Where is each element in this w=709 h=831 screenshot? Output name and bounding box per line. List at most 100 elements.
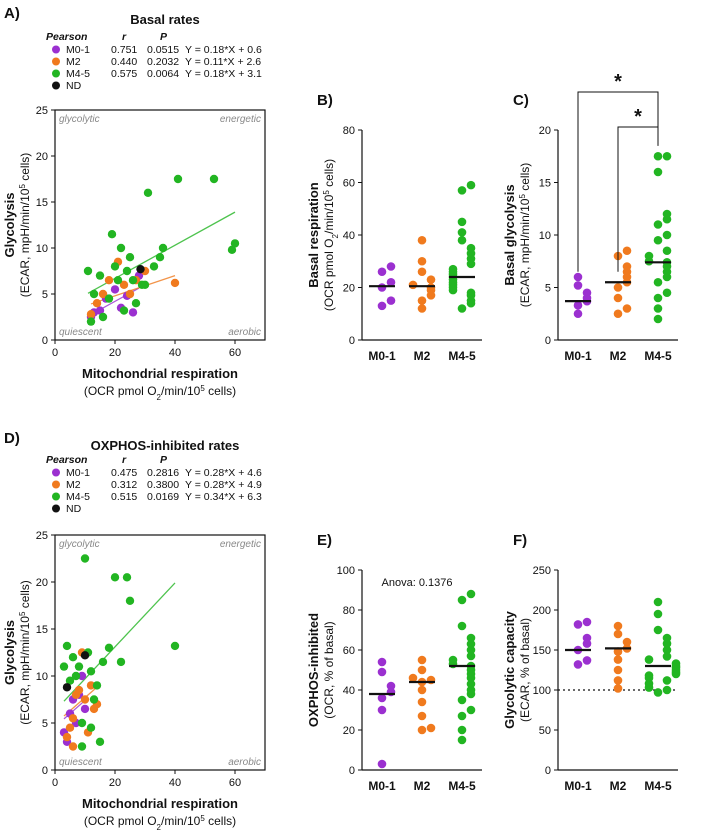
- point-M4-5: [95, 271, 105, 280]
- pearson-p-M2: 0.3800: [147, 479, 179, 491]
- point-M4-5: [110, 262, 120, 271]
- pearson-p-M0-1: 0.0515: [147, 44, 179, 56]
- x-tick-label: 40: [169, 347, 181, 359]
- point-M2: [417, 685, 427, 695]
- point-M0-1: [377, 667, 387, 677]
- point-M4-5: [119, 306, 129, 315]
- legend-label-M0-1: M0-1: [66, 44, 90, 56]
- y-axis-label: Glycolysis: [2, 192, 17, 257]
- point-M4-5: [125, 596, 135, 605]
- point-M4-5: [110, 573, 120, 582]
- point-M4-5: [158, 243, 168, 253]
- point-M4-5: [457, 217, 467, 227]
- point-M4-5: [653, 597, 663, 607]
- point-M4-5: [131, 299, 141, 308]
- point-M2: [417, 697, 427, 707]
- point-M2: [170, 278, 180, 288]
- significance-star: *: [614, 71, 622, 93]
- pearson-r-M0-1: 0.475: [111, 467, 137, 479]
- x-tick-label: 60: [229, 347, 241, 359]
- y-tick-label: 15: [36, 197, 48, 209]
- point-M4-5: [125, 253, 135, 262]
- point-M4-5: [466, 633, 476, 643]
- panel-label-B: B): [317, 92, 333, 109]
- point-ND: [80, 651, 90, 660]
- point-M4-5: [74, 662, 84, 671]
- point-M0-1: [573, 660, 583, 669]
- point-M4-5: [155, 253, 165, 262]
- point-M2: [92, 299, 102, 308]
- legend-marker-ND: [52, 81, 60, 90]
- point-M0-1: [582, 617, 592, 627]
- y-tick-label: 20: [343, 283, 355, 295]
- point-M4-5: [662, 209, 672, 219]
- point-M4-5: [86, 667, 96, 676]
- point-M4-5: [170, 641, 180, 651]
- y-tick-label: 5: [545, 283, 551, 295]
- point-M0-1: [386, 296, 396, 305]
- point-M4-5: [71, 671, 81, 681]
- x-category-M0-1: M0-1: [368, 349, 396, 363]
- panel-title-D: OXPHOS-inhibited rates: [91, 438, 240, 453]
- x-axis-label: Mitochondrial respiration: [82, 796, 238, 811]
- point-M2: [408, 673, 418, 683]
- point-M0-1: [77, 671, 87, 681]
- quadrant-label-glycolytic: glycolytic: [59, 539, 100, 550]
- point-M4-5: [653, 235, 663, 245]
- point-M2: [68, 742, 78, 751]
- point-M4-5: [466, 243, 476, 253]
- point-M0-1: [573, 301, 583, 310]
- point-M2: [104, 276, 114, 285]
- y-tick-label: 15: [36, 624, 48, 636]
- y-tick-label: 0: [42, 765, 48, 777]
- point-M4-5: [662, 652, 672, 661]
- panel-label-E: E): [317, 532, 332, 549]
- legend-label-M0-1: M0-1: [66, 467, 90, 479]
- point-M4-5: [457, 725, 467, 735]
- point-M4-5: [86, 317, 96, 326]
- point-M0-1: [377, 283, 387, 292]
- point-M4-5: [662, 230, 672, 240]
- x-category-M0-1: M0-1: [564, 779, 592, 793]
- pearson-header-r: r: [122, 454, 127, 466]
- quadrant-label-quiescent: quiescent: [59, 327, 103, 338]
- legend-marker-M4-5: [52, 492, 60, 501]
- point-M4-5: [662, 685, 672, 695]
- point-M4-5: [86, 723, 96, 732]
- point-M2: [68, 714, 78, 723]
- pearson-p-M4-5: 0.0064: [147, 68, 179, 80]
- point-M4-5: [653, 688, 663, 697]
- legend-marker-M2: [52, 57, 60, 66]
- panel-label-D: D): [4, 430, 20, 447]
- point-M4-5: [107, 230, 117, 239]
- point-M2: [62, 732, 72, 742]
- x-category-M4-5: M4-5: [644, 779, 672, 793]
- point-M4-5: [466, 685, 476, 695]
- y-tick-label: 50: [539, 725, 551, 737]
- legend-marker-M4-5: [52, 69, 60, 78]
- y-tick-label: 250: [533, 565, 551, 577]
- x-category-M2: M2: [610, 349, 627, 363]
- y-axis-label: Basal glycolysis: [502, 184, 517, 285]
- point-M2: [417, 665, 427, 675]
- point-M0-1: [386, 262, 396, 271]
- point-M2: [613, 665, 623, 675]
- point-M4-5: [95, 737, 105, 746]
- x-tick-label: 40: [169, 777, 181, 789]
- y-tick-label: 25: [36, 530, 48, 542]
- y-tick-label: 10: [539, 230, 551, 242]
- point-M4-5: [644, 251, 654, 261]
- point-M4-5: [653, 151, 663, 161]
- point-M4-5: [209, 174, 219, 184]
- point-M2: [98, 289, 108, 299]
- point-ND: [62, 683, 72, 692]
- quadrant-label-quiescent: quiescent: [59, 757, 103, 768]
- point-M0-1: [573, 272, 583, 282]
- point-M4-5: [653, 314, 663, 324]
- y-axis-sublabel: (ECAR, mpH/min/105 cells): [518, 163, 533, 308]
- pearson-p-M0-1: 0.2816: [147, 467, 179, 479]
- pearson-r-M2: 0.312: [111, 479, 137, 491]
- point-M0-1: [377, 657, 387, 667]
- x-category-M2: M2: [610, 779, 627, 793]
